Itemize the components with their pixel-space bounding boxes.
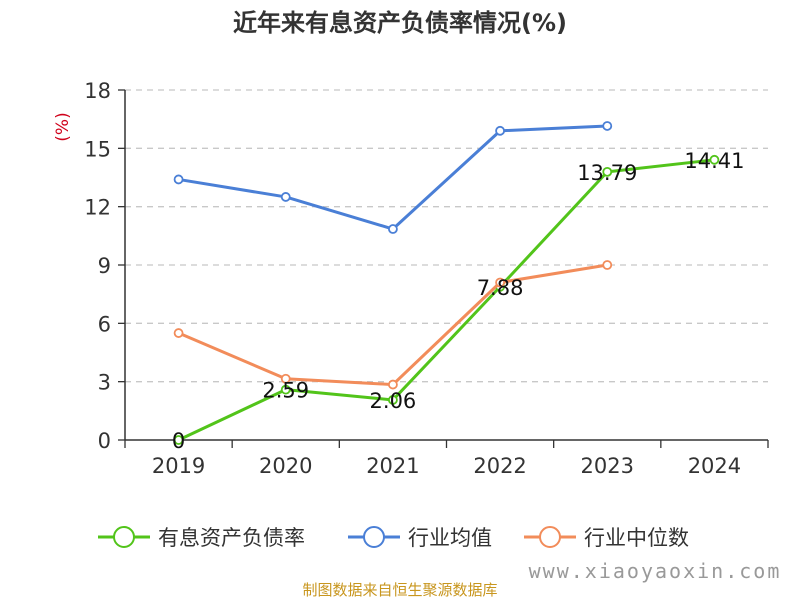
legend-swatch-marker	[539, 526, 561, 548]
watermark: www.xiaoyaoxin.com	[529, 559, 782, 583]
source-note: 制图数据来自恒生聚源数据库	[302, 581, 497, 599]
series-line-1	[178, 124, 608, 231]
y-axis-unit-label: (%)	[53, 112, 73, 141]
data-point	[495, 125, 505, 136]
y-tick-label: 18	[84, 79, 111, 103]
data-label: 7.88	[477, 276, 524, 300]
y-tick-label: 12	[84, 196, 111, 220]
series-line-0	[177, 158, 715, 442]
legend[interactable]: 有息资产负债率 行业均值 行业中位数	[98, 526, 689, 550]
data-label: 0	[172, 429, 185, 453]
x-tick-label: 2022	[473, 454, 526, 478]
data-label: 14.41	[684, 149, 744, 173]
series-group	[173, 121, 720, 445]
data-point	[173, 174, 184, 185]
data-point	[602, 166, 613, 177]
y-tick-label: 3	[98, 371, 111, 395]
data-label: 13.79	[577, 161, 637, 185]
legend-swatch-marker	[363, 526, 385, 548]
legend-label: 行业中位数	[584, 526, 689, 550]
y-tick-label: 9	[98, 254, 111, 278]
data-point	[388, 224, 398, 234]
data-point	[173, 435, 184, 445]
data-point	[388, 379, 398, 390]
data-point	[495, 277, 505, 288]
x-tick-label: 2024	[688, 454, 741, 478]
y-tick-label: 15	[84, 137, 111, 161]
x-tick-label: 2019	[152, 454, 205, 478]
x-tick-label: 2023	[581, 454, 634, 478]
grid-lines	[125, 89, 768, 383]
legend-label: 行业均值	[408, 526, 492, 550]
legend-label: 有息资产负债率	[158, 526, 305, 550]
data-labels: 0 2.59 2.06 7.88 13.79 14.41	[172, 149, 745, 453]
y-tick-label: 6	[98, 312, 111, 336]
legend-swatch-marker	[113, 526, 135, 548]
data-point	[280, 373, 291, 384]
data-point	[173, 328, 184, 338]
chart-title: 近年来有息资产负债率情况(%)	[233, 9, 567, 37]
series-line-2	[177, 263, 608, 387]
axes: 0 3 6 9 12 15 18 2019 2020 2021 2022 2023 2024	[84, 79, 769, 478]
data-point	[602, 260, 613, 270]
data-point	[602, 121, 613, 131]
data-point	[280, 192, 291, 202]
data-label: 2.06	[370, 389, 417, 413]
data-point	[709, 154, 720, 165]
y-tick-label: 0	[98, 429, 111, 453]
x-tick-label: 2021	[366, 454, 419, 478]
data-label: 2.59	[262, 379, 309, 403]
data-point	[388, 395, 398, 405]
x-tick-label: 2020	[259, 454, 312, 478]
data-point	[280, 384, 291, 395]
